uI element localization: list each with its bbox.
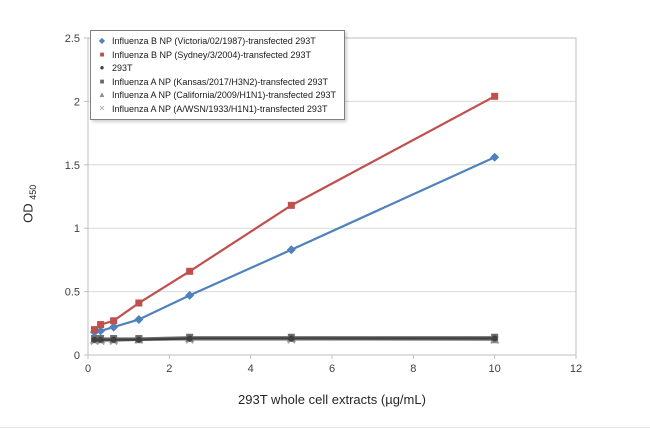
y-axis-title-sub: 450 bbox=[27, 184, 38, 200]
svg-text:1.5: 1.5 bbox=[65, 160, 80, 172]
svg-text:0: 0 bbox=[74, 350, 80, 362]
y-axis-title: OD 450 bbox=[20, 185, 38, 223]
svg-text:4: 4 bbox=[248, 363, 254, 375]
legend-label: Influenza A NP (California/2009/H1N1)-tr… bbox=[112, 90, 336, 100]
legend-item: ■ Influenza B NP (Sydney/3/2004)-transfe… bbox=[97, 49, 336, 62]
legend-label: 293T bbox=[112, 63, 133, 73]
svg-text:6: 6 bbox=[329, 363, 335, 375]
legend-item: ▲ Influenza A NP (California/2009/H1N1)-… bbox=[97, 89, 336, 102]
square-marker-icon: ■ bbox=[99, 76, 105, 86]
y-axis-title-main: OD bbox=[20, 203, 36, 223]
svg-text:0.5: 0.5 bbox=[65, 287, 80, 299]
legend-item: ■ Influenza A NP (Kansas/2017/H3N2)-tran… bbox=[97, 76, 336, 89]
legend-label: Influenza B NP (Sydney/3/2004)-transfect… bbox=[112, 49, 311, 60]
triangle-marker-icon: ▲ bbox=[98, 90, 106, 99]
svg-text:2: 2 bbox=[74, 96, 80, 108]
svg-text:0: 0 bbox=[85, 363, 91, 375]
square-marker-icon: ■ bbox=[99, 49, 105, 59]
legend-item: ✕ Influenza A NP (A/WSN/1933/H1N1)-trans… bbox=[97, 103, 336, 116]
circle-marker-icon: ● bbox=[99, 63, 105, 72]
legend-label: Influenza B NP (Victoria/02/1987)-transf… bbox=[112, 36, 316, 46]
diamond-marker-icon: ◆ bbox=[98, 36, 106, 45]
x-marker-icon: ✕ bbox=[98, 103, 106, 113]
svg-text:10: 10 bbox=[489, 363, 501, 375]
legend-item: ◆ Influenza B NP (Victoria/02/1987)-tran… bbox=[97, 35, 336, 48]
legend-label: Influenza A NP (Kansas/2017/H3N2)-transf… bbox=[112, 76, 328, 87]
x-axis-title: 293T whole cell extracts (µg/mL) bbox=[238, 392, 426, 407]
chart-legend: ◆ Influenza B NP (Victoria/02/1987)-tran… bbox=[90, 30, 345, 120]
legend-label: Influenza A NP (A/WSN/1933/H1N1)-transfe… bbox=[112, 103, 328, 114]
svg-text:12: 12 bbox=[570, 363, 582, 375]
svg-text:2: 2 bbox=[166, 363, 172, 375]
svg-text:1: 1 bbox=[74, 223, 80, 235]
svg-text:8: 8 bbox=[410, 363, 416, 375]
svg-text:2.5: 2.5 bbox=[65, 33, 80, 45]
legend-item: ● 293T bbox=[97, 62, 336, 75]
